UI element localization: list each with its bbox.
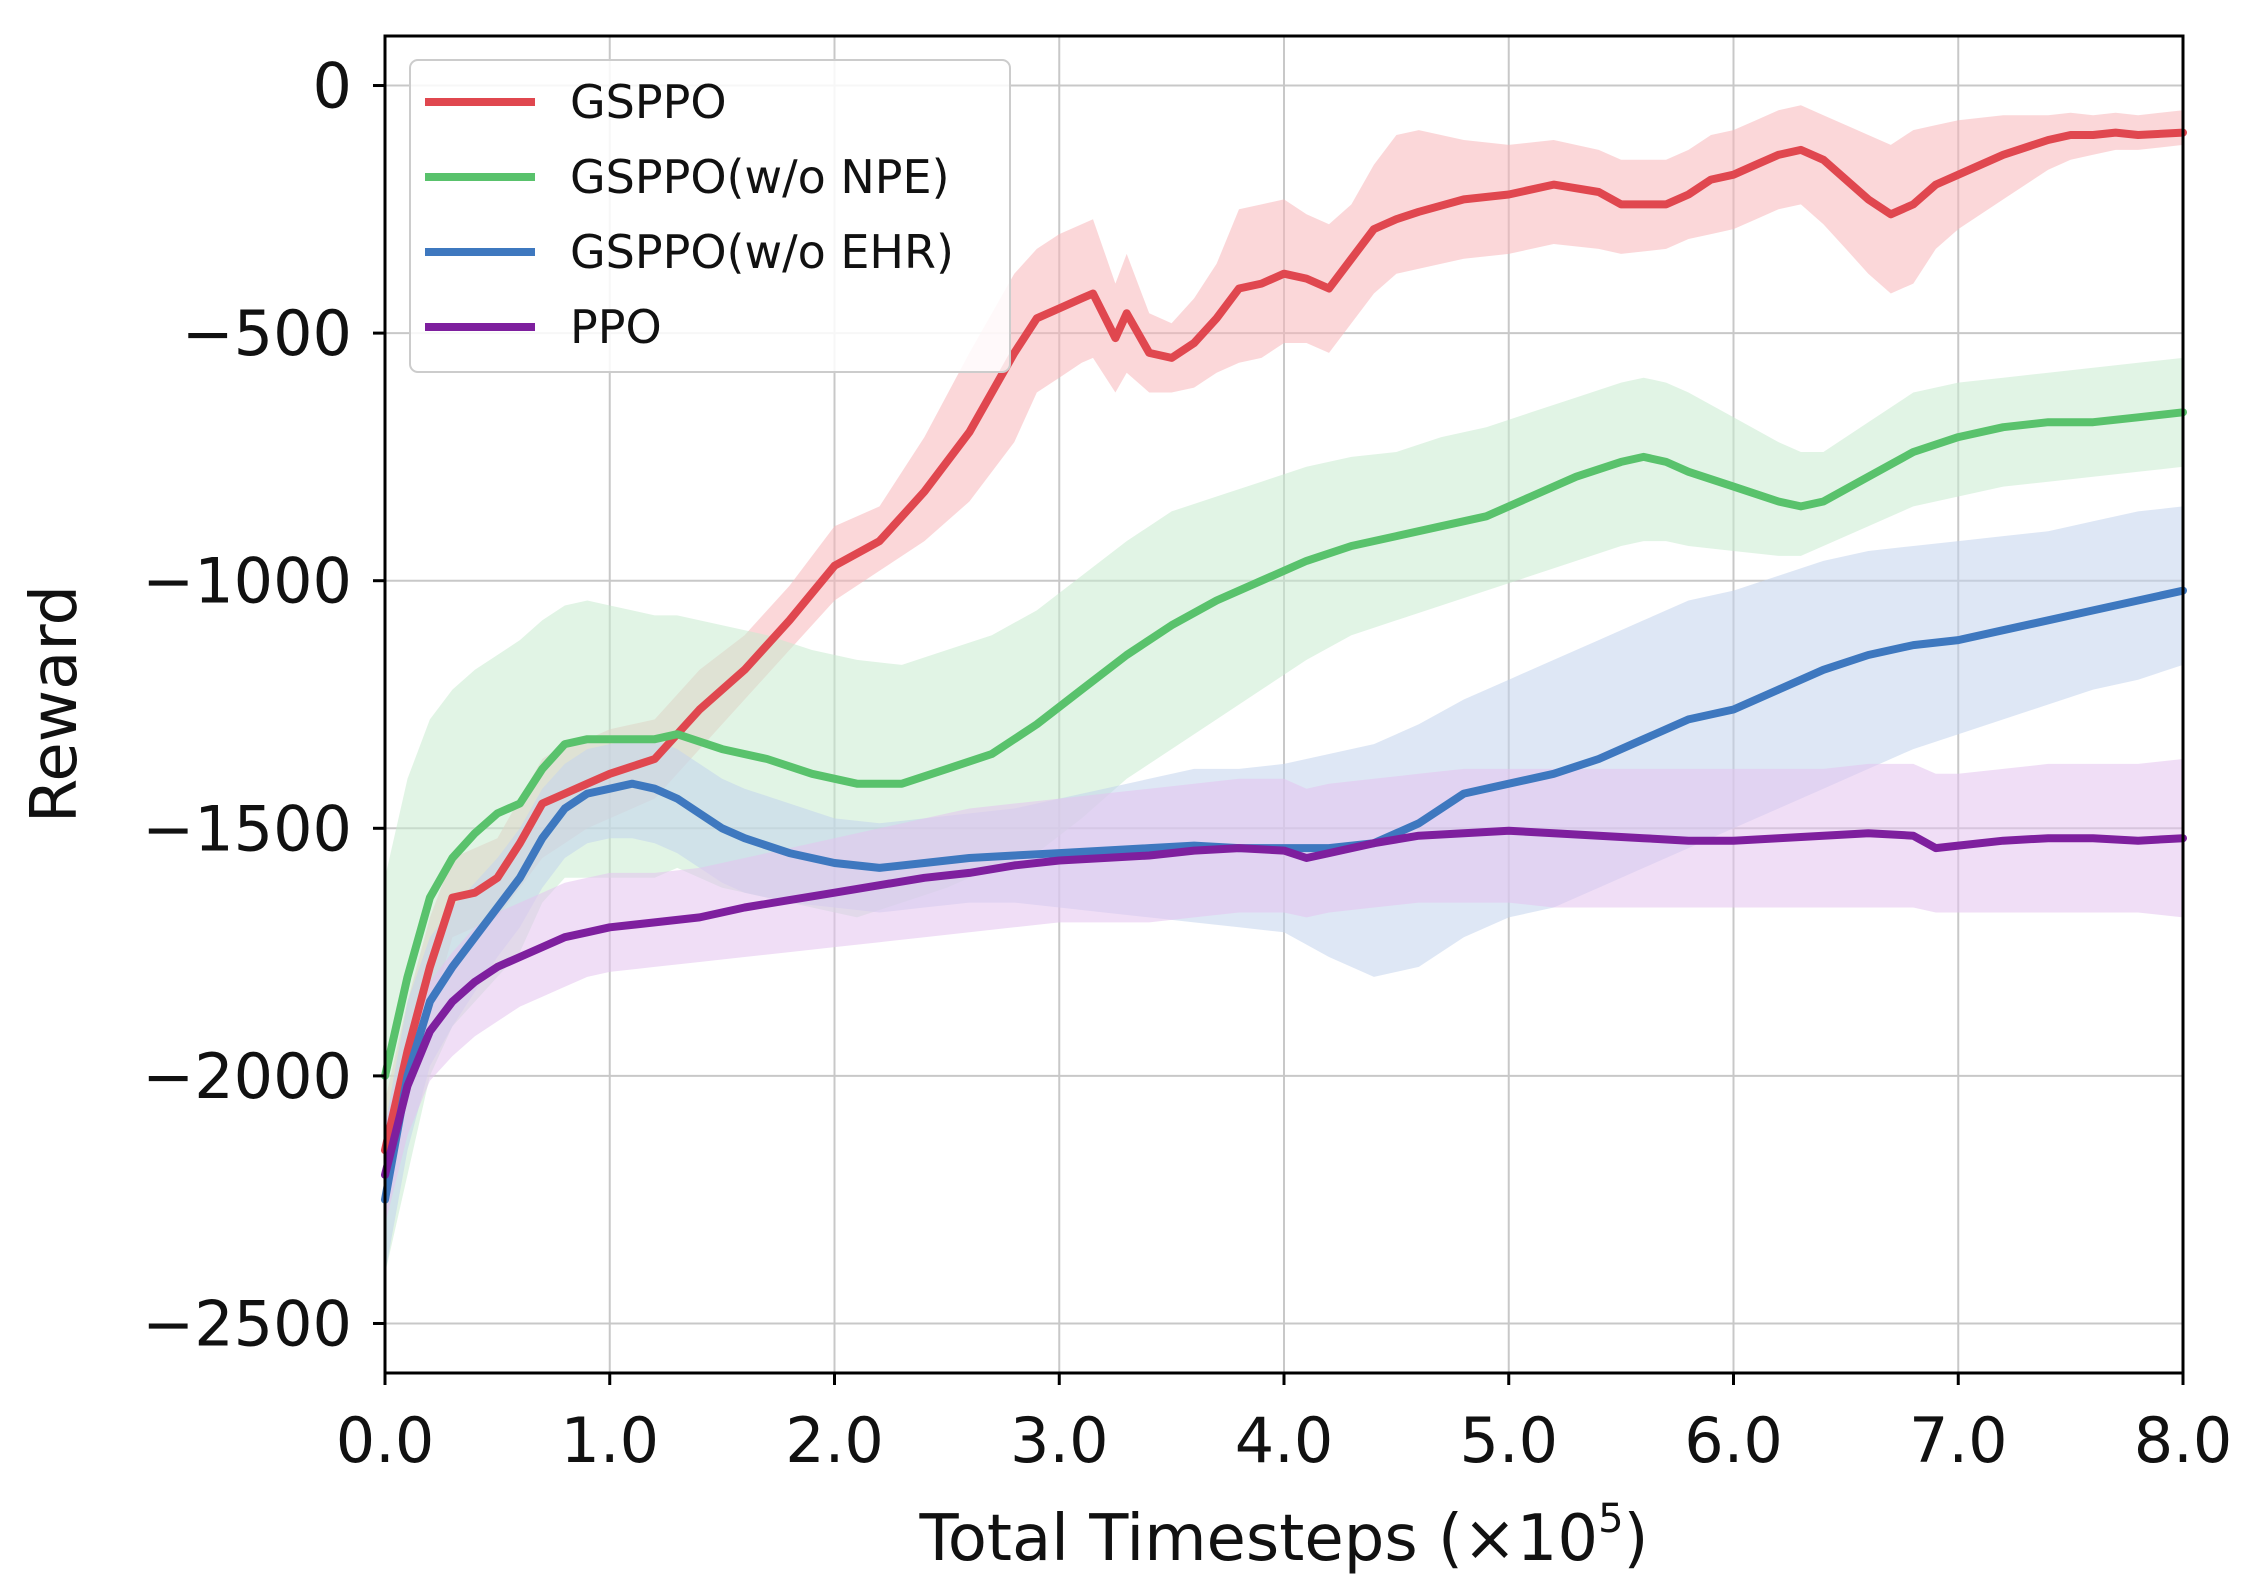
y-axis-title: Reward [18, 585, 92, 823]
legend-label-gsppo-w-o-ehr: GSPPO(w/o EHR) [570, 225, 954, 279]
tick-layer: 0.0 1.0 2.0 3.0 4.0 5.0 6.0 7.0 8.0 0 −500 −1000 −15… [142, 50, 2232, 1477]
legend-label-gsppo-w-o-npe: GSPPO(w/o NPE) [570, 150, 950, 204]
legend: GSPPO GSPPO(w/o NPE) GSPPO(w/o EHR) PPO [409, 59, 1011, 373]
x-axis-title-exponent: 5 [1598, 1496, 1623, 1542]
x-tick-label: 4.0 [1235, 1404, 1334, 1477]
x-tick-label: 6.0 [1684, 1404, 1783, 1477]
series-line-ppo [381, 826, 2187, 1179]
y-tick-label: −1500 [142, 792, 352, 865]
x-tick-label: 2.0 [785, 1404, 884, 1477]
x-tick-label: 3.0 [1010, 1404, 1109, 1477]
y-tick-label: −2000 [142, 1040, 352, 1113]
x-tick-label: 7.0 [1909, 1404, 2008, 1477]
x-tick-label: 5.0 [1459, 1404, 1558, 1477]
x-tick-label: 1.0 [560, 1404, 659, 1477]
series-line-gsppo-w-o-npe [381, 408, 2187, 1080]
x-axis-title-text: Total Timesteps (×10 [918, 1502, 1598, 1576]
x-tick-label: 8.0 [2134, 1404, 2233, 1477]
x-tick-label: 0.0 [336, 1404, 435, 1477]
line-layer [381, 128, 2187, 1204]
legend-label-gsppo: GSPPO [570, 75, 727, 129]
series-line-gsppo-w-o-ehr [381, 586, 2187, 1204]
legend-label-ppo: PPO [570, 300, 662, 354]
series-line-gsppo [381, 128, 2187, 1155]
y-tick-label: −500 [182, 297, 352, 370]
y-tick-label: −1000 [142, 545, 352, 618]
y-tick-label: 0 [313, 50, 352, 123]
y-tick-label: −2500 [142, 1287, 352, 1360]
band-layer [385, 105, 2183, 1274]
x-axis-title-close: ) [1624, 1502, 1649, 1576]
x-axis-title: Total Timesteps (×105) [918, 1496, 1648, 1576]
legend-box [409, 59, 1011, 373]
series-band-ppo [385, 759, 2183, 1225]
